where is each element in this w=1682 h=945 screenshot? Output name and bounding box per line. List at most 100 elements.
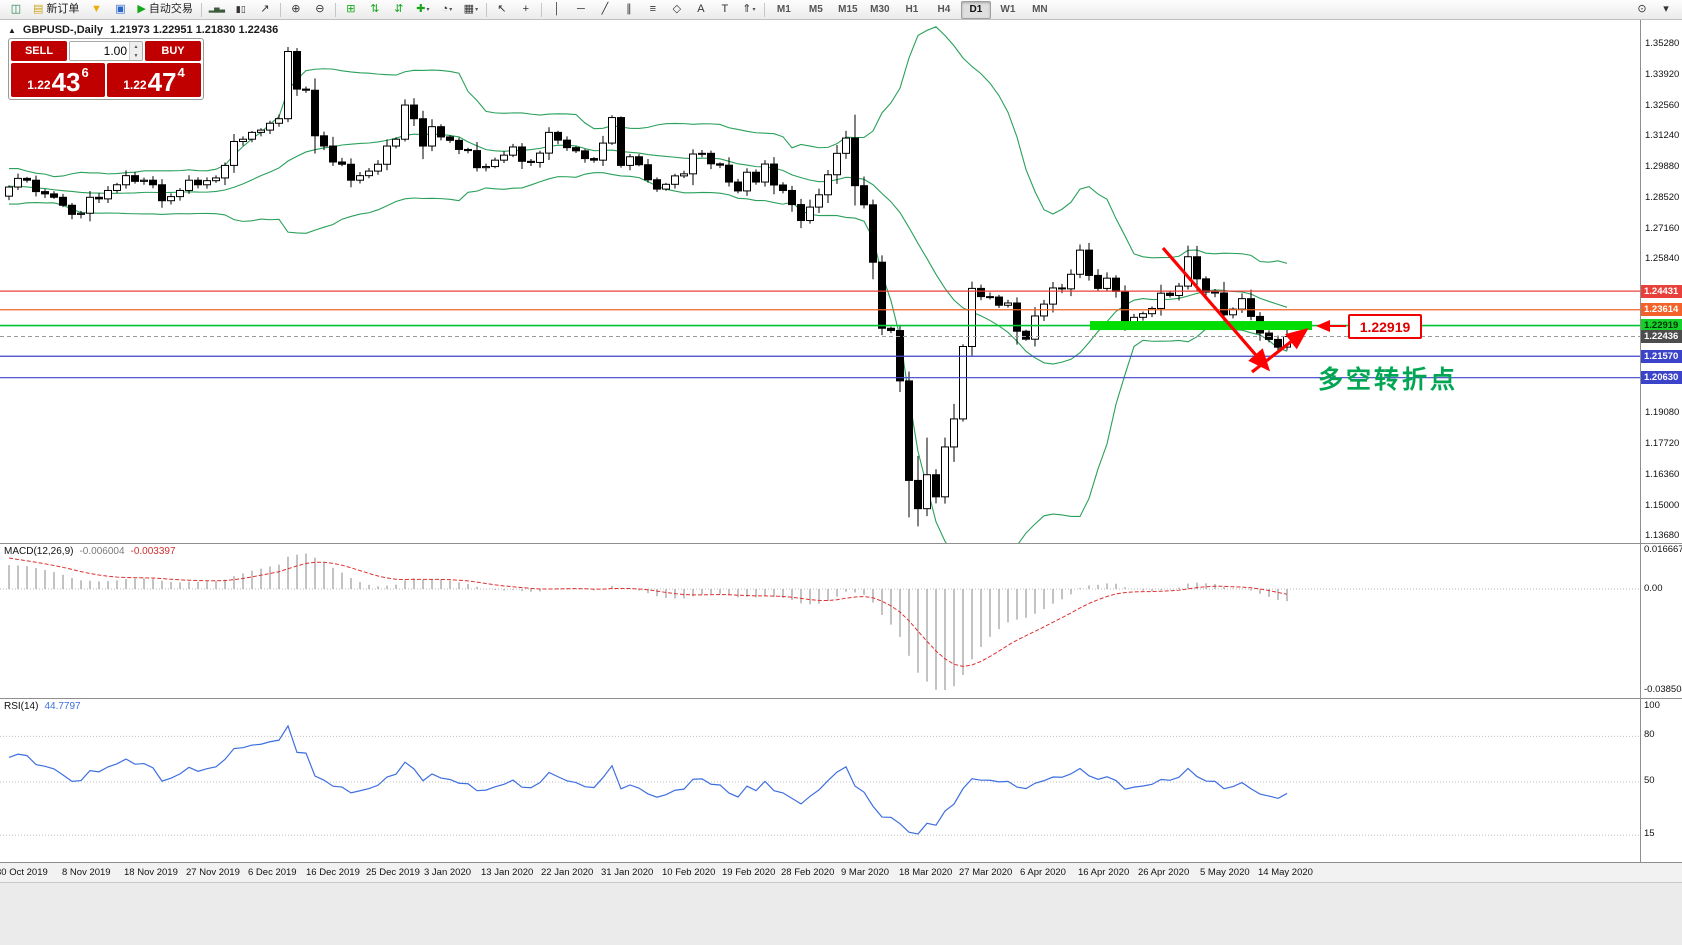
fibonacci-icon: ≡ (649, 3, 657, 15)
date-label: 3 Jan 2020 (424, 867, 472, 878)
price-tag: 1.20630 (1641, 371, 1682, 385)
price-axis[interactable] (1641, 20, 1682, 862)
buy-price-display[interactable]: 1.22 47 4 (107, 63, 201, 97)
tf-d1-label: D1 (969, 4, 983, 15)
zoom-out-icon: ⊖ (315, 3, 325, 15)
date-axis[interactable]: 30 Oct 2019 8 Nov 2019 18 Nov 2019 27 Nov 2… (0, 862, 1682, 883)
trendline-button[interactable]: ╱ (593, 1, 617, 18)
arrows-button[interactable]: ⇑ ▾ (737, 1, 761, 18)
tf-h1-button[interactable]: H1 (897, 1, 927, 19)
macd-splitter[interactable] (0, 543, 1682, 544)
zoom-out-button[interactable]: ⊖ (308, 1, 332, 18)
tile-windows-button[interactable]: ⊞ (339, 1, 363, 18)
bar-chart-button[interactable]: ▂▅▃ (205, 1, 229, 18)
quick-search-button[interactable]: ⊙ (1630, 1, 1654, 18)
tf-m15-button[interactable]: M15 (833, 1, 863, 19)
rsi-chart[interactable] (0, 699, 1640, 862)
price-scale-label: 1.16360 (1645, 468, 1680, 480)
volume-up-icon[interactable]: ▲ (130, 42, 142, 51)
horizontal-line-button[interactable]: ─ (569, 1, 593, 18)
sell-price-display[interactable]: 1.22 43 6 (11, 63, 105, 97)
crosshair-button[interactable]: + (514, 1, 538, 18)
text-label-button[interactable]: T (713, 1, 737, 18)
line-chart-button[interactable]: ↗ (253, 1, 277, 18)
crosshair-icon: + (522, 3, 530, 15)
new-chart-shortcut-button[interactable]: ◫ (4, 1, 28, 18)
channel-button[interactable]: ∥ (617, 1, 641, 18)
new-window-button[interactable]: ✚ ▾ (411, 1, 435, 18)
date-label: 16 Apr 2020 (1078, 867, 1130, 878)
tf-w1-button[interactable]: W1 (993, 1, 1023, 19)
autotrading-button[interactable]: ▶ 自动交易 (132, 1, 197, 18)
templates-button[interactable]: ▦ ▾ (459, 1, 483, 18)
chart-symbol-period: GBPUSD-,Daily (22, 24, 103, 36)
date-label: 6 Dec 2019 (248, 867, 297, 878)
fibonacci-button[interactable]: ≡ (641, 1, 665, 18)
channel-icon: ∥ (626, 3, 632, 15)
toolbar-separator (279, 2, 281, 17)
date-label: 22 Jan 2020 (541, 867, 594, 878)
tf-d1-button[interactable]: D1 (960, 0, 991, 19)
zoom-in-button[interactable]: ⊕ (284, 1, 308, 18)
price-scale-label: 1.17720 (1645, 437, 1680, 449)
tf-m5-button[interactable]: M5 (801, 1, 831, 19)
date-label: 27 Mar 2020 (959, 867, 1013, 878)
volume-input[interactable] (70, 42, 129, 60)
volume-spinner: ▲ ▼ (129, 42, 142, 60)
toolbar: ◫ ▤ 新订单 ▼ ▣ ▶ 自动交易 ▂▅▃ ▮▯ ↗ ⊕ ⊖ ⊞ ⇅ ⇵ ✚ ▾ ◔ ▾ ▦ ▾ ↖ + │ ─ ╱ ∥ ≡ ◇ A T ⇑… (0, 0, 1682, 20)
macd-chart[interactable] (0, 544, 1640, 698)
rsi-line (8, 724, 1288, 835)
buy-button[interactable]: BUY (145, 41, 201, 61)
tf-h4-button[interactable]: H4 (929, 1, 959, 19)
profiles-button[interactable]: ▣ (108, 1, 132, 18)
shapes-button[interactable]: ◇ (665, 1, 689, 18)
templates-caret-icon: ▾ (475, 6, 479, 13)
funnel-icon: ▼ (90, 3, 102, 15)
tf-mn-label: MN (1032, 4, 1048, 15)
funnel-button[interactable]: ▼ (84, 1, 108, 18)
trend-arrows (1161, 246, 1346, 374)
templates-icon: ▦ (463, 3, 475, 15)
text-button[interactable]: A (689, 1, 713, 18)
date-label: 28 Feb 2020 (781, 867, 835, 878)
sell-button[interactable]: SELL (11, 41, 67, 61)
date-label: 10 Feb 2020 (662, 867, 716, 878)
toolbar-options-icon: ▾ (1663, 3, 1669, 15)
tf-m1-button[interactable]: M1 (769, 1, 799, 19)
zoom-in-icon: ⊕ (291, 3, 301, 15)
tf-mn-button[interactable]: MN (1025, 1, 1055, 19)
toolbar-separator (485, 2, 487, 17)
candlestick-chart-button[interactable]: ▮▯ (229, 1, 253, 18)
tile-windows-icon: ⊞ (346, 3, 356, 15)
rsi-value: 44.7797 (44, 701, 81, 712)
new-order-icon: ▤ (33, 3, 44, 15)
new-order-button[interactable]: ▤ 新订单 (28, 1, 84, 18)
date-label: 18 Nov 2019 (124, 867, 178, 878)
main-chart[interactable] (0, 20, 1640, 543)
rsi-splitter[interactable] (0, 698, 1682, 699)
rsi-axis-50: 50 (1644, 775, 1655, 786)
cascade-windows-button[interactable]: ⇵ (387, 1, 411, 18)
toolbar-options-button[interactable]: ▾ (1654, 1, 1678, 18)
volume-down-icon[interactable]: ▼ (130, 51, 142, 60)
profiles-icon: ▣ (115, 3, 126, 15)
price-scale-label: 1.31240 (1645, 130, 1680, 142)
arrange-windows-button[interactable]: ⇅ (363, 1, 387, 18)
cursor-button[interactable]: ↖ (490, 1, 514, 18)
one-click-collapse-icon[interactable]: ▲ (8, 25, 16, 35)
macd-name: MACD(12,26,9) (4, 546, 74, 557)
vertical-line-button[interactable]: │ (545, 1, 569, 18)
price-scale-label: 1.35280 (1645, 38, 1680, 49)
price-scale-label: 1.33920 (1645, 68, 1680, 80)
date-label: 13 Jan 2020 (481, 867, 534, 878)
date-label: 5 May 2020 (1200, 867, 1250, 878)
date-label: 26 Apr 2020 (1138, 867, 1190, 878)
tf-m30-button[interactable]: M30 (865, 1, 895, 19)
tf-m1-label: M1 (776, 4, 791, 15)
support-zone-highlight (1090, 321, 1312, 331)
date-label: 19 Feb 2020 (722, 867, 776, 878)
periods-button[interactable]: ◔ ▾ (435, 1, 459, 18)
price-level-callout: 1.22919 (1348, 314, 1422, 339)
new-window-icon: ✚ (416, 3, 426, 15)
